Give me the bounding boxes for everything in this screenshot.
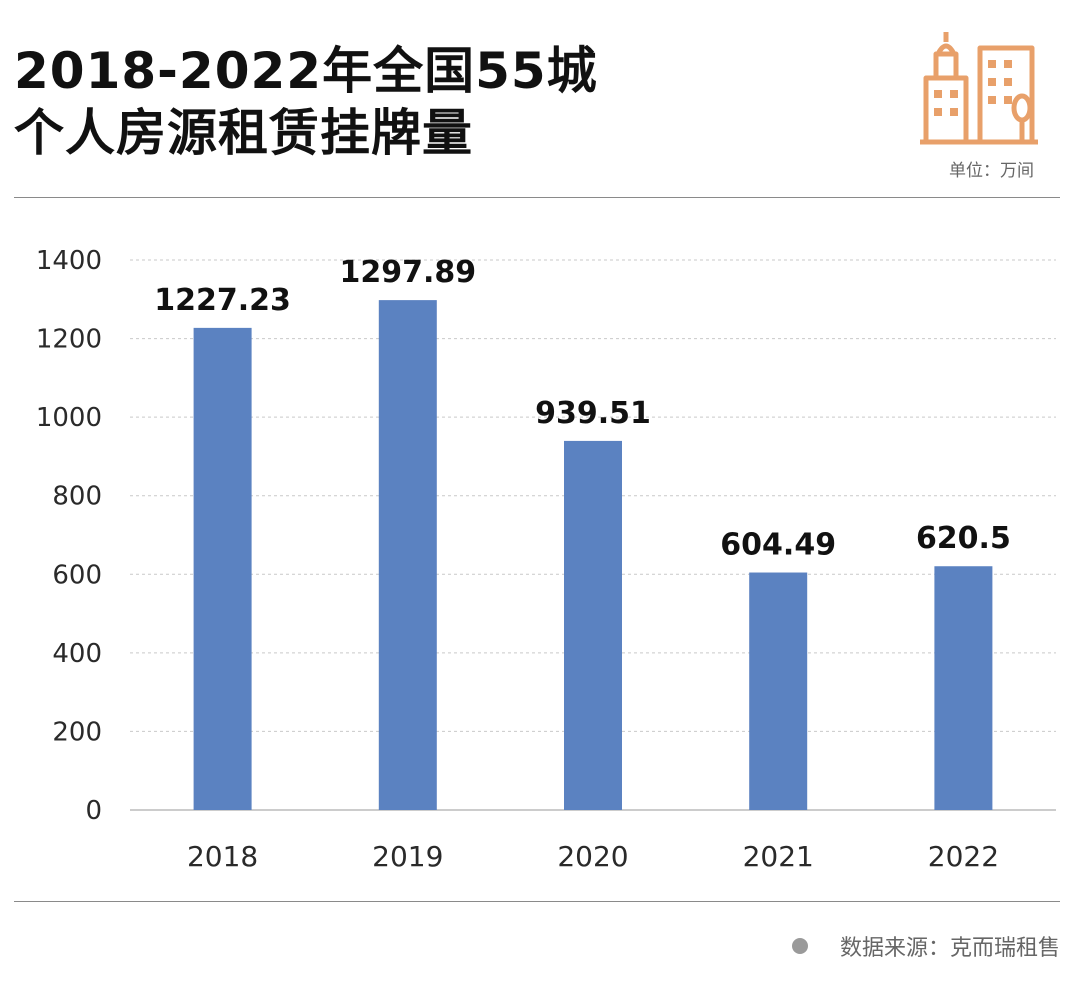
y-tick-label: 1200 [36,325,102,355]
y-tick-label: 1000 [36,403,102,433]
bar-2019 [378,300,437,810]
x-tick-label: 2020 [557,840,628,873]
y-tick-label: 800 [52,482,102,512]
data-label-2019: 1297.89 [339,255,476,290]
data-label-2018: 1227.23 [154,283,291,318]
chart-title: 2018-2022年全国55城 个人房源租赁挂牌量 [14,40,598,164]
data-label-2020: 939.51 [535,396,651,431]
data-source: 数据来源：克而瑞租售 [791,930,1060,962]
x-tick-label: 2018 [187,840,258,873]
y-tick-label: 600 [52,560,102,590]
title-line-2: 个人房源租赁挂牌量 [14,104,473,162]
y-tick-label: 0 [85,796,102,826]
y-tick-label: 400 [52,639,102,669]
y-tick-label: 200 [52,717,102,747]
bar-chart: 0 200 400 600 800 1000 1200 1400 1227.23 2018 1297… [36,246,1056,873]
y-tick-label: 1400 [36,246,102,276]
data-label-2022: 620.5 [916,521,1011,556]
title-line-1: 2018-2022年全国55城 [14,42,598,100]
bar-2022 [934,566,993,810]
unit-label: 单位：万间 [949,161,1034,181]
data-label-2021: 604.49 [720,528,836,563]
building-icon [920,32,1038,145]
bar-2020 [564,440,622,810]
bar-2021 [749,572,808,810]
top-divider [14,197,1060,198]
bottom-divider [14,901,1060,902]
source-text: 数据来源：克而瑞租售 [839,936,1060,961]
bar-2018 [193,327,252,810]
x-tick-label: 2019 [372,840,443,873]
x-tick-label: 2021 [743,840,814,873]
bullet-icon [791,938,808,954]
x-tick-label: 2022 [928,840,999,873]
